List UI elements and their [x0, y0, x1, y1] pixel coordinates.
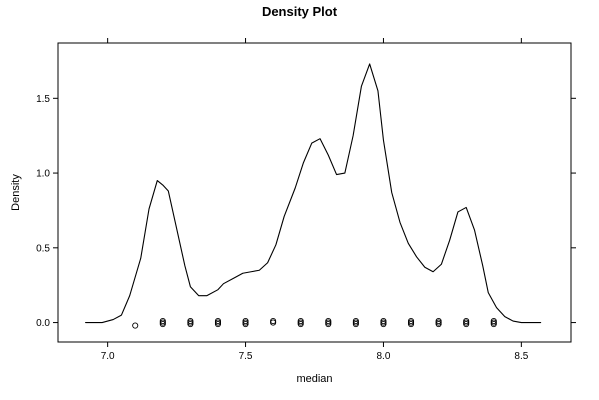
x-tick-label: 7.0	[101, 351, 115, 362]
chart-title: Density Plot	[262, 4, 338, 19]
rug-point	[490, 321, 497, 328]
x-axis: 7.0 7.5 8.0 8.5	[101, 38, 529, 362]
y-axis-label: Density	[10, 174, 22, 211]
y-tick-label: 1.0	[36, 169, 50, 180]
rug-point	[214, 321, 222, 328]
rug-point	[214, 318, 222, 325]
rug-point	[380, 318, 387, 325]
y-axis: 0.0 0.5 1.0 1.5	[36, 94, 576, 329]
rug-point	[242, 321, 249, 328]
rug-point	[352, 321, 359, 328]
rug-point	[187, 318, 194, 325]
rug-point	[159, 318, 166, 325]
rug-point	[435, 318, 442, 325]
rug-point	[242, 318, 249, 325]
rug-point	[407, 318, 415, 325]
y-tick-label: 0.0	[36, 318, 50, 329]
rug-point	[270, 318, 277, 325]
rug-point	[463, 318, 470, 325]
rug-point	[352, 318, 359, 325]
rug-point	[132, 322, 139, 329]
x-tick-label: 8.0	[376, 351, 390, 362]
rug-point	[463, 321, 470, 328]
rug-point	[297, 318, 304, 325]
x-axis-label: median	[296, 373, 332, 385]
y-tick-label: 1.5	[36, 94, 50, 105]
rug-point	[187, 321, 194, 328]
density-curve	[85, 63, 542, 324]
y-tick-label: 0.5	[36, 243, 50, 254]
rug-point	[490, 318, 497, 325]
rug-point	[325, 318, 332, 325]
plot-content	[85, 63, 542, 329]
rug-point	[407, 321, 415, 328]
rug-point	[380, 321, 387, 328]
rug-point	[297, 321, 304, 328]
rug-point	[435, 321, 442, 328]
plot-frame	[57, 42, 572, 343]
rug-point	[159, 321, 166, 328]
x-tick-label: 8.5	[514, 351, 528, 362]
rug-point	[325, 321, 332, 328]
x-tick-label: 7.5	[239, 351, 253, 362]
